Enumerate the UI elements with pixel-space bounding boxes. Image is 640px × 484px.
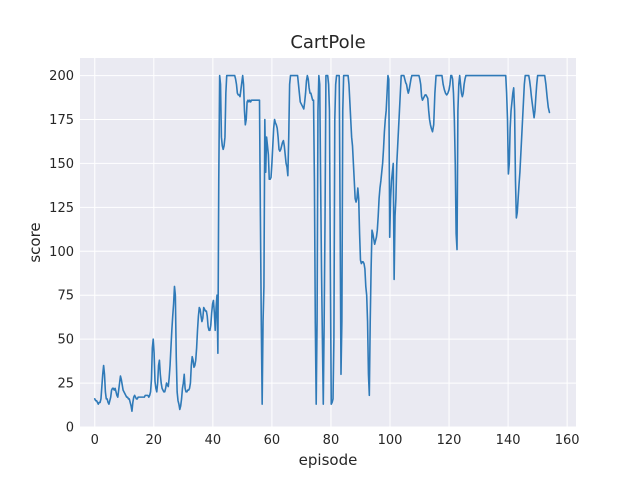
y-tick-label: 50 [57,333,74,348]
x-tick-label: 140 [496,433,521,448]
y-axis-label: score [26,222,44,262]
x-tick-label: 100 [378,433,403,448]
chart-title: CartPole [290,32,365,53]
y-tick-label: 75 [57,289,74,304]
y-tick-label: 25 [57,377,74,392]
x-tick-label: 40 [205,433,222,448]
x-tick-label: 20 [146,433,163,448]
y-tick-label: 125 [49,201,74,216]
series-layer [93,74,551,412]
x-axis-label: episode [299,451,358,469]
y-tick-labels: 0 25 50 75 100 125 150 175 200 [49,69,74,435]
y-tick-label: 175 [49,113,74,128]
series-line [93,74,551,412]
y-tick-label: 150 [49,157,74,172]
y-tick-label: 100 [49,245,74,260]
y-tick-label: 200 [49,69,74,84]
x-tick-label: 160 [555,433,580,448]
x-tick-label: 80 [323,433,340,448]
x-tick-labels: 0 20 40 60 80 100 120 140 160 [91,433,580,448]
x-tick-label: 0 [91,433,99,448]
y-tick-label: 0 [66,421,74,436]
x-tick-label: 120 [437,433,462,448]
x-tick-label: 60 [264,433,281,448]
